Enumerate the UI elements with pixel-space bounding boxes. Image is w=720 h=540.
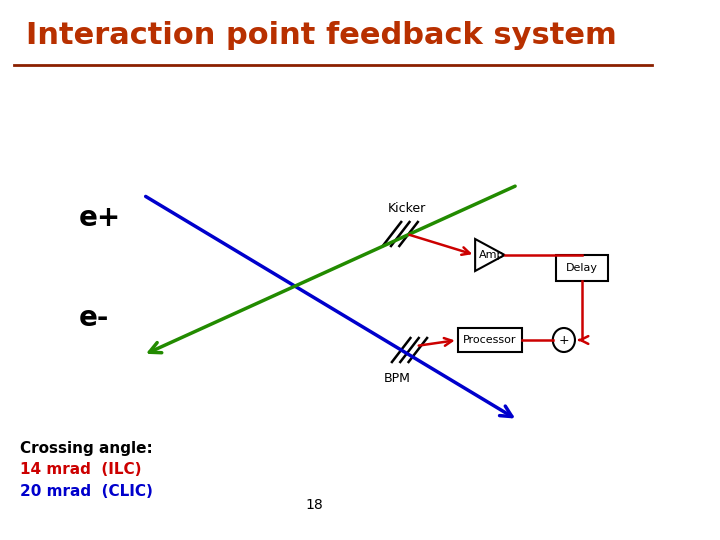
Text: Amp: Amp: [479, 250, 505, 260]
Text: 18: 18: [305, 498, 323, 512]
Text: e-: e-: [78, 304, 109, 332]
Text: Kicker: Kicker: [388, 201, 426, 214]
Text: e+: e+: [78, 204, 121, 232]
Text: 20 mrad  (CLIC): 20 mrad (CLIC): [20, 484, 153, 500]
Text: Crossing angle:: Crossing angle:: [20, 441, 153, 456]
FancyBboxPatch shape: [458, 328, 522, 352]
Text: Interaction point feedback system: Interaction point feedback system: [26, 22, 616, 51]
Text: +: +: [559, 334, 570, 347]
Text: Delay: Delay: [567, 263, 598, 273]
Text: Processor: Processor: [463, 335, 517, 345]
Text: 14 mrad  (ILC): 14 mrad (ILC): [20, 462, 142, 477]
Text: BPM: BPM: [384, 372, 410, 384]
FancyBboxPatch shape: [557, 255, 608, 281]
